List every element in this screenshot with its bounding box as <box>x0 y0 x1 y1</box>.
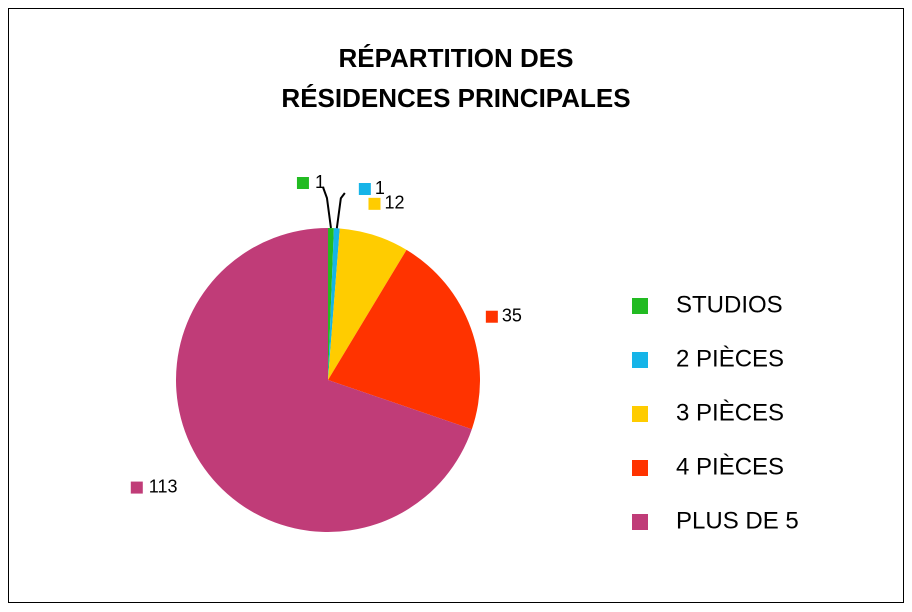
label-swatch <box>485 310 498 323</box>
legend-label: 4 PIÈCES <box>676 453 784 480</box>
legend-swatch <box>632 460 648 476</box>
legend-swatch <box>632 514 648 530</box>
data-label: 35 <box>502 305 522 325</box>
legend-swatch <box>632 406 648 422</box>
pie-slice <box>328 249 480 430</box>
data-label: 113 <box>149 476 178 496</box>
legend-label: 2 PIÈCES <box>676 345 784 372</box>
label-swatch <box>130 481 143 494</box>
pie-slice <box>176 228 472 532</box>
leader-line <box>322 186 332 229</box>
data-label: 1 <box>375 178 385 198</box>
label-swatch <box>358 183 371 195</box>
legend-swatch <box>632 352 648 368</box>
leader-line <box>335 192 346 229</box>
legend-label: STUDIOS <box>676 291 783 318</box>
legend-label: PLUS DE 5 <box>676 507 799 534</box>
data-label: 1 <box>315 172 325 192</box>
label-swatch <box>296 177 309 189</box>
pie-slice <box>328 228 340 380</box>
legend-swatch <box>632 298 648 314</box>
data-label: 12 <box>384 193 404 213</box>
chart-title: RÉSIDENCES PRINCIPALES <box>281 83 630 113</box>
pie-slice <box>328 228 334 380</box>
label-swatch <box>368 197 381 210</box>
chart-title: RÉPARTITION DES <box>339 43 574 73</box>
legend-label: 3 PIÈCES <box>676 399 784 426</box>
pie-slice <box>328 228 407 380</box>
